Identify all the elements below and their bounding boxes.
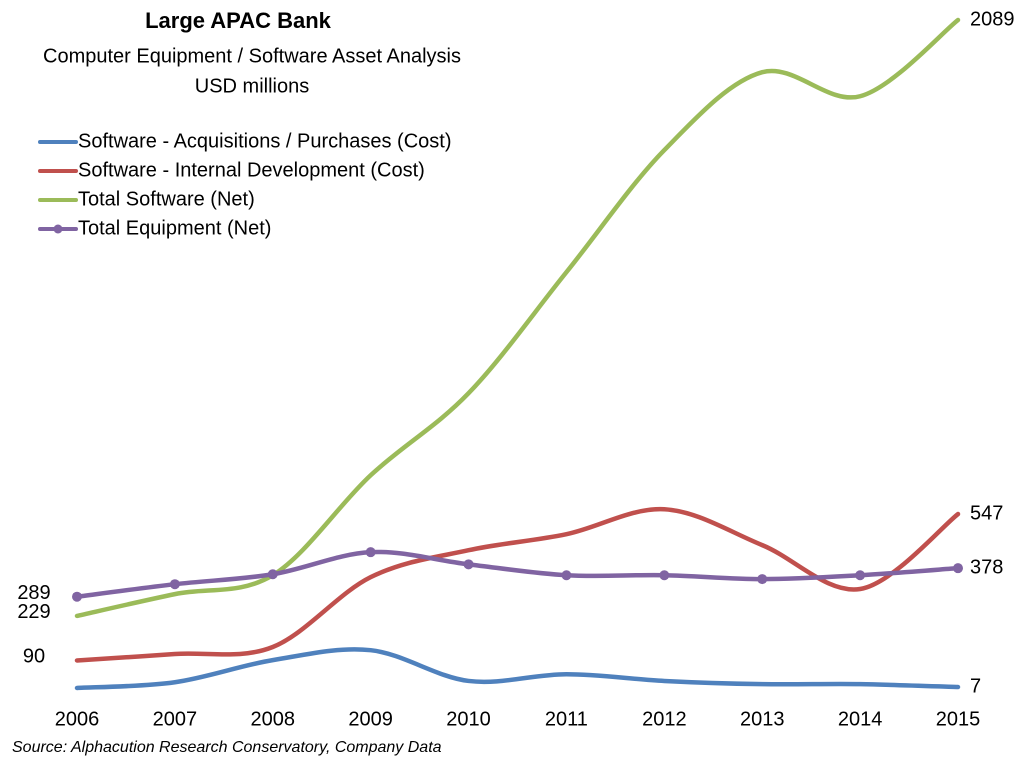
point-marker: [72, 591, 82, 602]
point-marker: [855, 570, 866, 581]
x-tick-label: 2007: [153, 708, 198, 730]
data-label: 547: [970, 502, 1003, 524]
point-marker: [169, 579, 180, 590]
legend-label: Software - Acquisitions / Purchases (Cos…: [78, 130, 451, 152]
legend-marker: [53, 224, 63, 234]
x-tick-label: 2014: [838, 708, 883, 730]
x-tick-label: 2006: [55, 708, 100, 730]
source-note: Source: Alphacution Research Conservator…: [12, 739, 442, 756]
data-label: 7: [970, 675, 981, 697]
series-line: [74, 647, 961, 691]
x-tick-label: 2010: [446, 708, 491, 730]
point-marker: [561, 570, 572, 581]
point-marker: [463, 559, 474, 570]
series-line: [74, 17, 961, 619]
point-marker: [267, 569, 278, 580]
legend-label: Software - Internal Development (Cost): [78, 159, 425, 181]
x-tick-label: 2013: [740, 708, 785, 730]
data-label: 229: [17, 601, 50, 623]
x-tick-label: 2015: [936, 708, 981, 730]
data-label: 289: [17, 582, 50, 604]
data-label: 378: [970, 556, 1003, 578]
data-label: 2089: [970, 8, 1015, 30]
chart-subtitle: Computer Equipment / Software Asset Anal…: [43, 45, 461, 67]
point-marker: [659, 570, 670, 581]
data-label: 90: [23, 646, 45, 668]
point-marker: [365, 547, 376, 558]
point-marker: [953, 563, 963, 574]
x-tick-label: 2008: [251, 708, 296, 730]
chart-subtitle: USD millions: [195, 75, 309, 97]
x-tick-label: 2011: [545, 708, 588, 730]
legend-label: Total Software (Net): [78, 188, 255, 210]
chart-title: Large APAC Bank: [145, 8, 332, 33]
series-line: [74, 549, 961, 599]
x-tick-label: 2009: [348, 708, 393, 730]
legend-label: Total Equipment (Net): [78, 217, 271, 239]
x-tick-label: 2012: [642, 708, 687, 730]
series-line: [74, 506, 961, 663]
point-marker: [757, 574, 768, 585]
